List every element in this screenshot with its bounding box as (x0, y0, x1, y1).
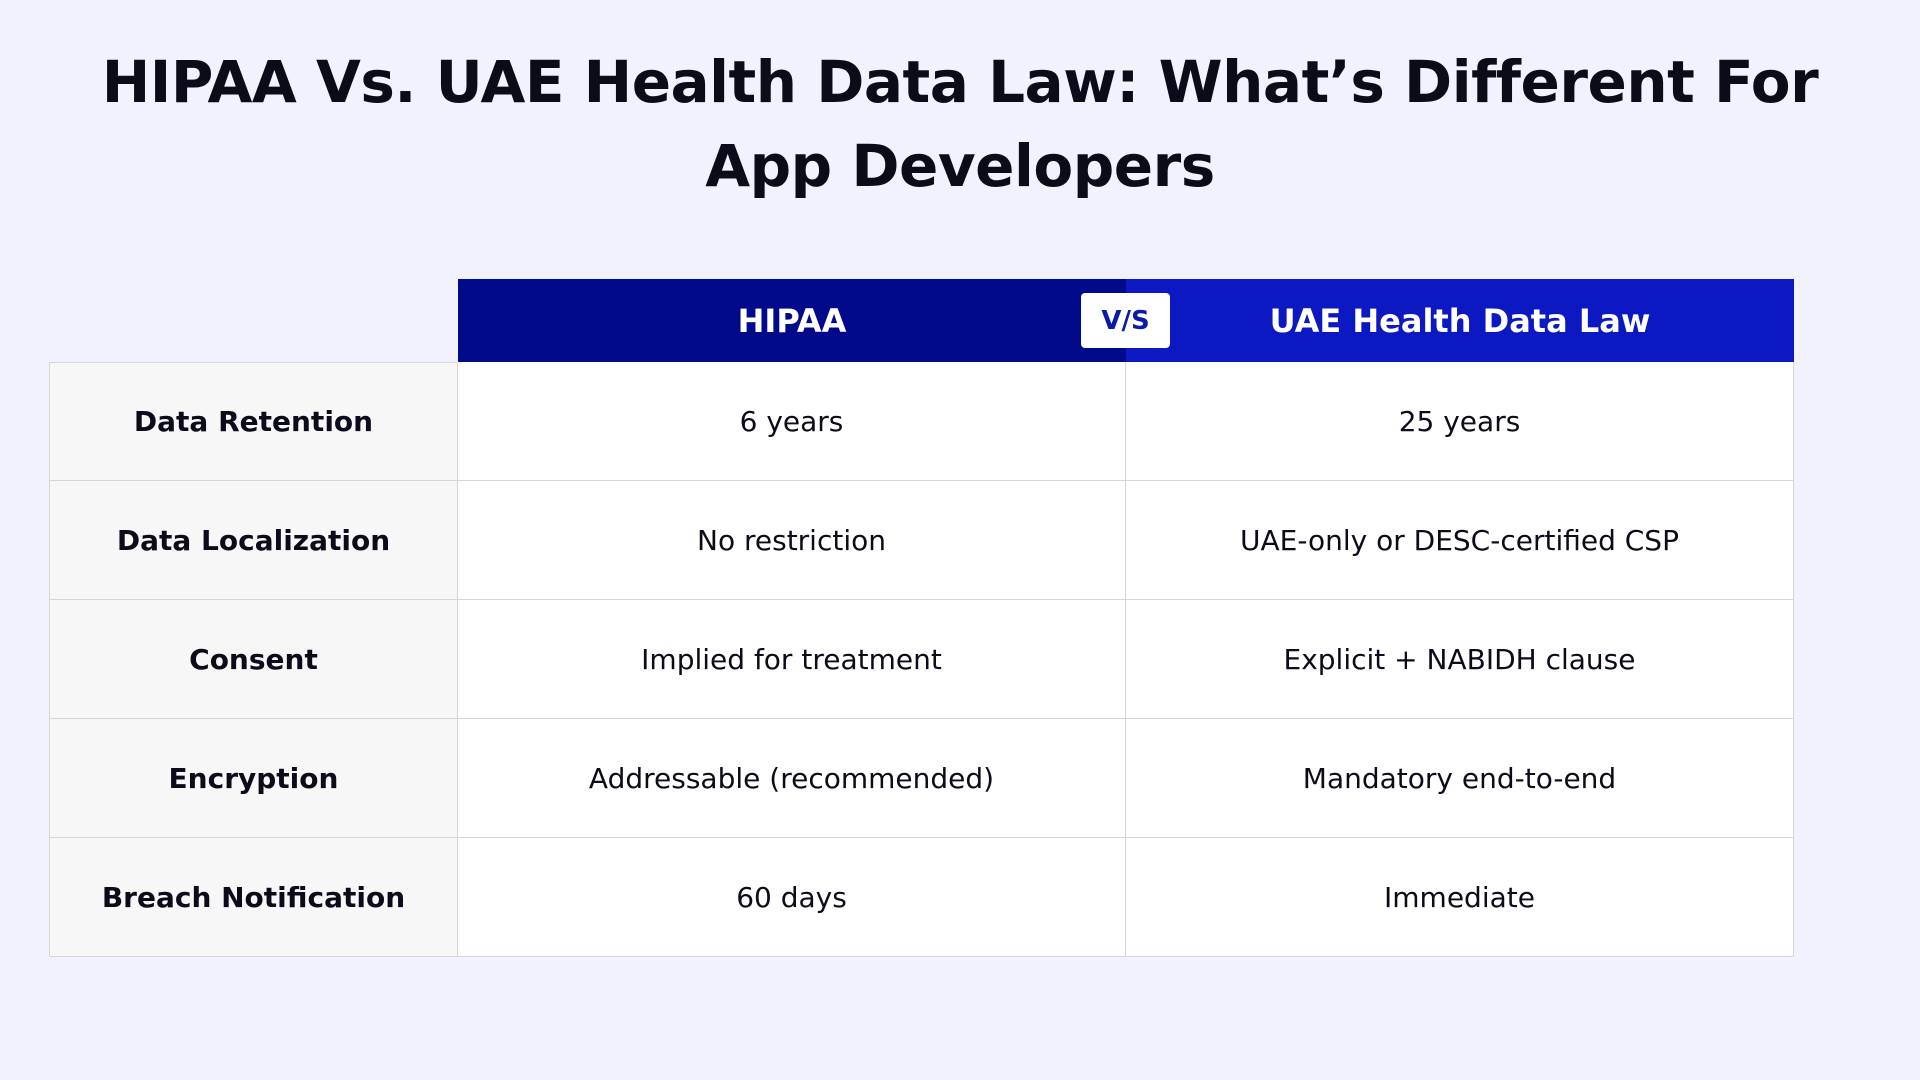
uae-consent-value: Explicit + NABIDH clause (1126, 600, 1794, 719)
uae-encryption-value: Mandatory end-to-end (1126, 719, 1794, 838)
table-row: Data Retention 6 years 25 years (49, 362, 1795, 481)
hipaa-data-retention-value: 6 years (458, 362, 1126, 481)
table-row: Data Localization No restriction UAE-onl… (49, 481, 1795, 600)
table-header-row: HIPAA UAE Health Data Law V/S (49, 279, 1795, 362)
hipaa-encryption-value: Addressable (recommended) (458, 719, 1126, 838)
uae-data-localization-value: UAE-only or DESC-certified CSP (1126, 481, 1794, 600)
vs-badge: V/S (1081, 293, 1170, 348)
table-row: Breach Notification 60 days Immediate (49, 838, 1795, 957)
header-hipaa: HIPAA (458, 279, 1126, 362)
uae-breach-notification-value: Immediate (1126, 838, 1794, 957)
row-label-data-localization: Data Localization (49, 481, 458, 600)
row-label-consent: Consent (49, 600, 458, 719)
row-label-data-retention: Data Retention (49, 362, 458, 481)
hipaa-data-localization-value: No restriction (458, 481, 1126, 600)
row-label-encryption: Encryption (49, 719, 458, 838)
hipaa-consent-value: Implied for treatment (458, 600, 1126, 719)
table-row: Encryption Addressable (recommended) Man… (49, 719, 1795, 838)
page-title: HIPAA Vs. UAE Health Data Law: What’s Di… (101, 48, 1819, 200)
uae-data-retention-value: 25 years (1126, 362, 1794, 481)
comparison-table: HIPAA UAE Health Data Law V/S Data Reten… (49, 279, 1795, 957)
header-spacer (49, 279, 458, 362)
header-uae-health-data-law: UAE Health Data Law (1126, 279, 1794, 362)
table-row: Consent Implied for treatment Explicit +… (49, 600, 1795, 719)
row-label-breach-notification: Breach Notification (49, 838, 458, 957)
hipaa-breach-notification-value: 60 days (458, 838, 1126, 957)
